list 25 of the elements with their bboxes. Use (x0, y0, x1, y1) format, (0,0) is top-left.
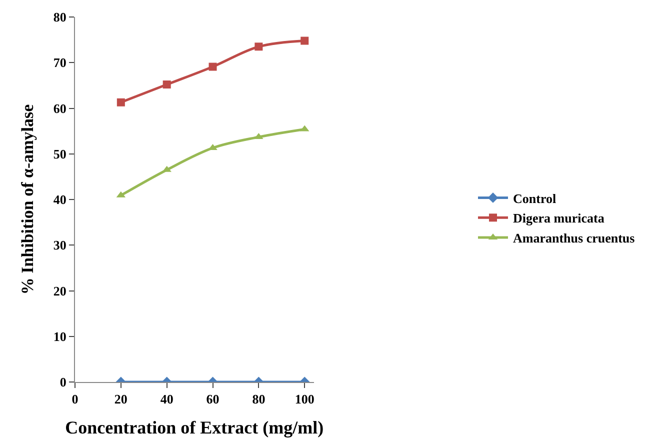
y-tick-label: 30 (53, 238, 66, 253)
y-tick-label: 70 (53, 55, 66, 70)
y-tick-label: 60 (53, 100, 66, 116)
point (300, 36, 309, 45)
y-tick-label: 0 (60, 374, 66, 390)
y-tick-label: 10 (53, 328, 66, 344)
x-tick-label: 0 (72, 392, 78, 407)
x-axis-title: Concentration of Extract (mg/ml) (65, 418, 324, 438)
x-tick-label: 20 (114, 392, 128, 407)
legend-label: Amaranthus cruentus (513, 230, 635, 246)
x-tick-label: 40 (160, 392, 174, 407)
point (162, 80, 171, 89)
point (208, 62, 217, 71)
point (116, 98, 125, 106)
y-tick-label: 20 (53, 283, 66, 298)
x-tick-label: 80 (252, 392, 266, 407)
y-tick-label: 50 (53, 146, 66, 162)
x-tick-label: 100 (294, 392, 314, 407)
y-tick-label: 80 (53, 10, 66, 25)
x-tick-label: 60 (206, 392, 220, 407)
legend-label: Digera muricata (513, 210, 605, 226)
y-axis-title: % Inhibition of α-amylase (18, 104, 37, 295)
y-tick-label: 40 (53, 192, 66, 208)
legend-label: Control (513, 190, 556, 206)
point (254, 42, 263, 51)
